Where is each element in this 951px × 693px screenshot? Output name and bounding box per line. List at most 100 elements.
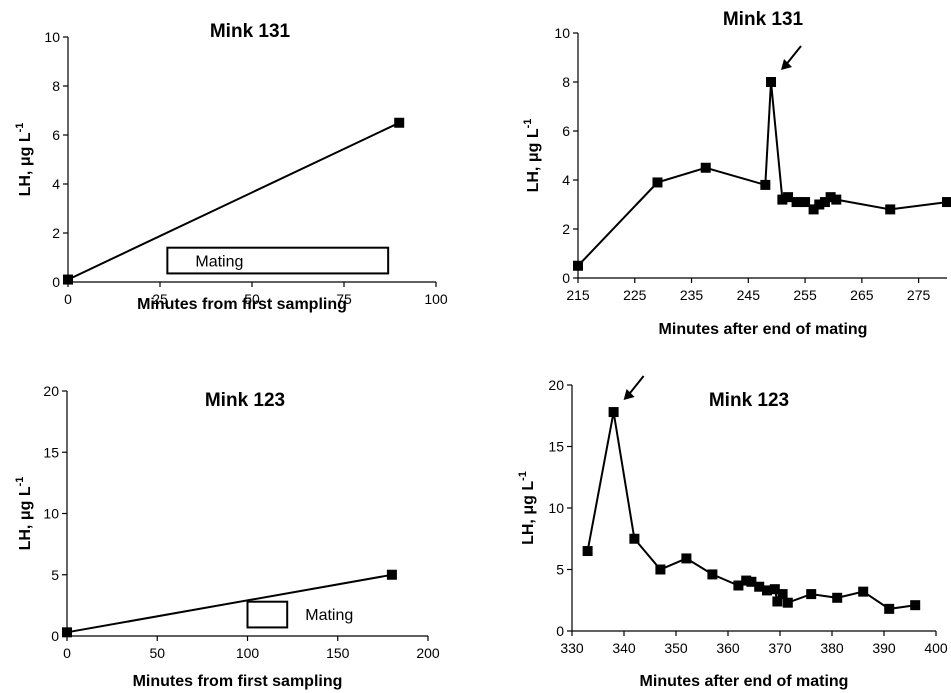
y-tick-label: 20 (43, 383, 59, 399)
x-tick-label: 100 (236, 645, 260, 661)
data-point (858, 587, 868, 597)
x-tick-label: 245 (737, 287, 761, 303)
data-point (63, 275, 73, 285)
x-axis-label: Minutes after end of mating (659, 321, 868, 338)
x-tick-label: 235 (680, 287, 704, 303)
y-axis-label-text: LH, μg L (525, 128, 542, 192)
x-tick-label: 150 (326, 645, 350, 661)
y-tick-label: 15 (43, 444, 59, 460)
x-tick-label: 275 (907, 287, 931, 303)
y-tick-label: 2 (52, 225, 60, 241)
panel-p4: 0 5 10 15 20 330 340 350 360 370 380 390 400 Mink 123… (517, 376, 948, 690)
y-axis-label: LH, μg L-1 (522, 119, 542, 193)
chart-title: Mink 131 (210, 21, 291, 42)
data-point (910, 600, 920, 610)
y-tick-label: 6 (562, 123, 570, 139)
x-axis-label: Minutes after end of mating (640, 673, 849, 690)
data-point (394, 118, 404, 128)
data-point (609, 407, 619, 417)
x-tick-label: 100 (424, 291, 448, 307)
y-tick-label: 10 (43, 506, 59, 522)
y-tick-label: 0 (556, 623, 564, 639)
data-point (778, 589, 788, 599)
x-tick-label: 330 (560, 640, 584, 656)
chart-title: Mink 123 (205, 390, 285, 411)
y-tick-label: 4 (562, 172, 570, 188)
y-tick-label: 2 (562, 221, 570, 237)
y-axis-label: LH, μg L-1 (517, 471, 537, 545)
x-tick-label: 340 (612, 640, 636, 656)
data-point (783, 598, 793, 608)
x-tick-label: 50 (149, 645, 165, 661)
x-tick-label: 360 (716, 640, 740, 656)
y-axis-label-text: LH, μg L (520, 481, 537, 545)
x-axis-label: Minutes from first sampling (137, 296, 347, 313)
data-point (655, 565, 665, 575)
data-point (942, 197, 951, 207)
y-tick-label: 15 (548, 439, 564, 455)
y-axis-label-text: LH, μg L (17, 132, 34, 196)
y-tick-label: 4 (52, 176, 60, 192)
y-tick-label: 0 (51, 628, 59, 644)
data-point (832, 593, 842, 603)
y-tick-label: 8 (52, 78, 60, 94)
x-tick-label: 255 (793, 287, 817, 303)
x-tick-label: 200 (416, 645, 440, 661)
x-tick-label: 350 (664, 640, 688, 656)
y-axis-label: LH, μg L-1 (14, 477, 34, 551)
data-point (766, 77, 776, 87)
data-point (652, 177, 662, 187)
data-point (831, 195, 841, 205)
data-point (583, 546, 593, 556)
y-tick-label: 8 (562, 74, 570, 90)
x-tick-label: 225 (623, 287, 647, 303)
data-point (62, 627, 72, 637)
x-axis-label: Minutes from first sampling (133, 673, 343, 690)
data-point (681, 553, 691, 563)
y-axis-label-text: LH, μg L (17, 486, 34, 550)
data-point (629, 534, 639, 544)
y-tick-label: 5 (556, 562, 564, 578)
data-point (800, 197, 810, 207)
y-tick-label: 0 (52, 274, 60, 290)
chart-title: Mink 131 (723, 9, 804, 30)
y-tick-label: 10 (554, 25, 570, 41)
y-tick-label: 6 (52, 127, 60, 143)
data-point (806, 589, 816, 599)
data-point (573, 261, 583, 271)
data-point (884, 604, 894, 614)
y-axis-label: LH, μg L-1 (14, 123, 34, 197)
y-axis-label-superscript: -1 (14, 123, 26, 133)
x-tick-label: 400 (924, 640, 948, 656)
data-point (701, 163, 711, 173)
y-tick-label: 5 (51, 567, 59, 583)
x-tick-label: 380 (820, 640, 844, 656)
data-point (760, 180, 770, 190)
x-tick-label: 265 (850, 287, 874, 303)
panel-p2: 0 2 4 6 8 10 215 225 235 245 255 265 275 Mink 131 Minu… (522, 9, 951, 338)
data-point (707, 569, 717, 579)
series-line (578, 82, 947, 266)
y-tick-label: 10 (548, 500, 564, 516)
data-point (792, 197, 802, 207)
data-point (783, 192, 793, 202)
peak-arrow-icon (781, 46, 801, 70)
y-tick-label: 10 (44, 29, 60, 45)
y-axis-label-superscript: -1 (517, 471, 529, 481)
chart-title: Mink 123 (709, 390, 789, 411)
peak-arrow-icon (624, 376, 644, 400)
y-tick-label: 20 (548, 377, 564, 393)
x-tick-label: 370 (768, 640, 792, 656)
x-tick-label: 0 (63, 645, 71, 661)
x-tick-label: 215 (566, 287, 590, 303)
mating-label: Mating (195, 254, 243, 271)
y-tick-label: 0 (562, 270, 570, 286)
x-tick-label: 0 (64, 291, 72, 307)
y-axis-label-superscript: -1 (14, 477, 26, 487)
mating-box (248, 602, 288, 628)
y-axis-label-superscript: -1 (522, 119, 534, 129)
data-point (387, 570, 397, 580)
